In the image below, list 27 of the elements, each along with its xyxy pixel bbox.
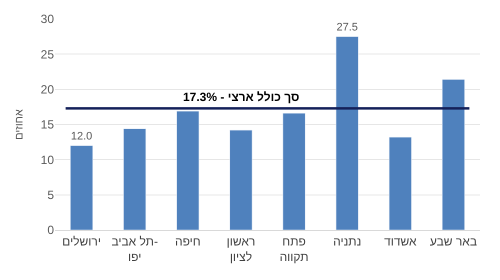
y-tick-label: 0: [47, 223, 54, 238]
y-axis-title: אחוזים: [13, 109, 26, 140]
y-tick-label: 25: [40, 47, 54, 62]
x-tick-label: ראשון לציון: [226, 234, 256, 264]
x-tick-label: באר שבע: [430, 234, 478, 248]
x-tick-label: נתניה: [333, 234, 362, 248]
y-tick-label: 5: [47, 188, 54, 202]
y-tick-label: 10: [40, 152, 54, 167]
bar: [230, 130, 252, 230]
bar: [70, 145, 93, 230]
x-tick-label: פתח תקווה: [280, 234, 309, 264]
y-tick-label: 15: [40, 118, 54, 132]
data-label: 27.5: [336, 22, 358, 34]
bar: [336, 36, 359, 230]
x-tick-label: אשדוד: [384, 234, 418, 248]
x-tick-label: תל אביב- יפו: [111, 234, 158, 264]
data-label: 12.0: [70, 130, 92, 143]
bar: [388, 136, 412, 230]
ref-line-label: סך כולל ארצי - 17.3%: [183, 90, 300, 104]
bar: [442, 79, 465, 230]
bar: [176, 110, 200, 230]
x-tick-label: חיפה: [174, 234, 201, 248]
bar: [282, 113, 306, 230]
bar: [123, 128, 146, 230]
x-tick-label: ירושלים: [62, 234, 101, 248]
y-tick-label: 30: [40, 12, 54, 26]
y-tick-label: 20: [40, 82, 54, 97]
